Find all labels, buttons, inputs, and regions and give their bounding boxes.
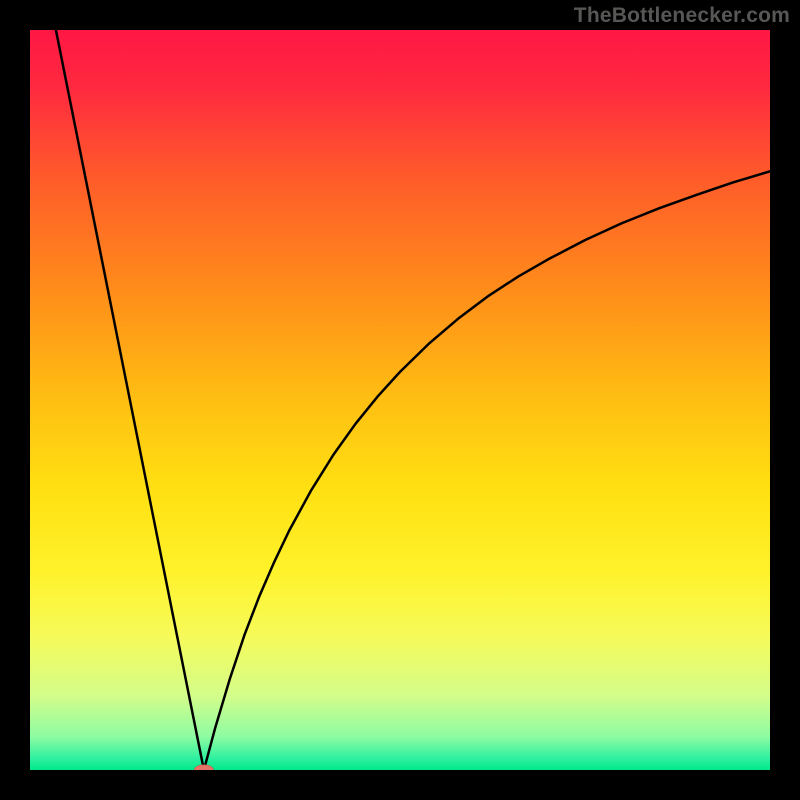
chart-background bbox=[30, 30, 770, 770]
chart-container: TheBottlenecker.com bbox=[0, 0, 800, 800]
chart-svg bbox=[30, 30, 770, 770]
plot-area bbox=[30, 30, 770, 770]
watermark-text: TheBottlenecker.com bbox=[574, 4, 790, 28]
